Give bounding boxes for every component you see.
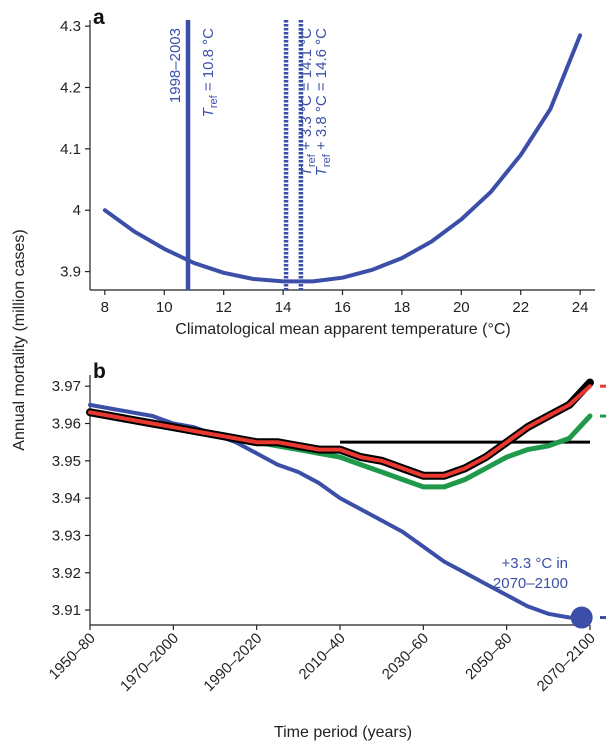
panel-a-reference-label: Tref + 3.3 °C = 14.1 °C: [298, 28, 318, 176]
panel-b-series: [86, 378, 594, 620]
panel-a-reference-label: Tref = 10.8 °C: [200, 28, 220, 117]
panel-b-x-tick-label: 1970–2000: [117, 630, 182, 695]
panel-a-axes: 3.9 4 4.1 4.2 4.3 8 10 12 14 16 18 20 22 24: [60, 18, 595, 316]
shared-y-axis-title: Annual mortality (million cases): [11, 229, 28, 450]
panel-a-x-tick-label: 18: [394, 299, 411, 316]
panel-a-y-tick-label: 4.2: [60, 80, 81, 97]
panel-a-reference-label: Tref + 3.8 °C = 14.6 °C: [313, 28, 333, 176]
panel-a-x-tick-label: 10: [156, 299, 173, 316]
panel-b-x-tick-label: 1990–2020: [200, 630, 265, 695]
panel-b-x-tick-label: 2050–80: [462, 630, 515, 683]
black-series-line: [86, 378, 594, 480]
panel-b-end-marker: [570, 606, 593, 629]
panel-a-x-tick-label: 22: [512, 299, 529, 316]
reference-label-subscript: ref: [321, 153, 333, 167]
panel-a-curve: [102, 33, 583, 284]
red-series-line: [88, 384, 592, 478]
panel-b-label: b: [93, 360, 106, 383]
panel-a-y-tick-label: 4.3: [60, 18, 81, 35]
panel-a-x-tick-label: 16: [334, 299, 351, 316]
panel-b-annotations: +3.3 °C in 2070–2100: [493, 384, 606, 629]
panel-b-x-tick-label: 2010–40: [296, 630, 349, 683]
panel-a-x-tick-label: 14: [275, 299, 292, 316]
panel-a-x-tick-label: 20: [453, 299, 470, 316]
panel-a-reference-period-label: 1998–2003: [167, 28, 184, 103]
panel-a-x-tick-label: 24: [572, 299, 589, 316]
panel-b-x-axis-title: Time period (years): [274, 724, 412, 741]
panel-a-series: [102, 33, 583, 284]
panel-b-y-tick-label: 3.96: [52, 416, 81, 433]
panel-a: a 3.9 4 4.1 4.2 4.3 8 10 12 14 16 18 20 22 24 Tref = …: [60, 6, 595, 338]
panel-b-y-tick-label: 3.91: [52, 602, 81, 619]
panel-b: b 3.91 3.92 3.93 3.94 3.95 3.96 3.97 1950–80 197…: [46, 360, 606, 741]
panel-a-y-tick-label: 3.9: [60, 264, 81, 281]
panel-b-x-tick-label: 2070–2100: [534, 630, 599, 695]
panel-b-annotation-line1: +3.3 °C in: [502, 555, 568, 572]
panel-b-y-tick-label: 3.93: [52, 527, 81, 544]
panel-a-reference-lines: Tref = 10.8 °C 1998–2003 Tref + 3.3 °C = 1…: [167, 20, 333, 290]
panel-a-x-tick-label: 12: [215, 299, 232, 316]
panel-b-y-tick-label: 3.94: [52, 490, 81, 507]
reference-label-symbol: T: [200, 106, 217, 117]
reference-label-value: + 3.3 °C = 14.1 °C: [298, 28, 315, 154]
reference-label-value: = 10.8 °C: [200, 28, 217, 95]
reference-label-symbol: T: [298, 165, 315, 176]
panel-a-x-axis-title: Climatological mean apparent temperature…: [175, 321, 510, 338]
panel-a-y-tick-label: 4: [73, 202, 81, 219]
panel-a-x-tick-label: 8: [101, 299, 109, 316]
panel-b-y-tick-label: 3.97: [52, 378, 81, 395]
panel-b-y-tick-label: 3.95: [52, 453, 81, 470]
reference-label-subscript: ref: [306, 153, 318, 167]
panel-b-y-tick-label: 3.92: [52, 565, 81, 582]
panel-b-x-tick-label: 2030–60: [379, 630, 432, 683]
reference-label-subscript: ref: [208, 94, 220, 108]
panel-b-x-tick-label: 1950–80: [46, 630, 99, 683]
reference-label-value: + 3.8 °C = 14.6 °C: [313, 28, 330, 154]
panel-a-label: a: [93, 6, 105, 29]
reference-label-symbol: T: [313, 165, 330, 176]
panel-a-y-tick-label: 4.1: [60, 141, 81, 158]
panel-b-annotation-line2: 2070–2100: [493, 575, 568, 592]
